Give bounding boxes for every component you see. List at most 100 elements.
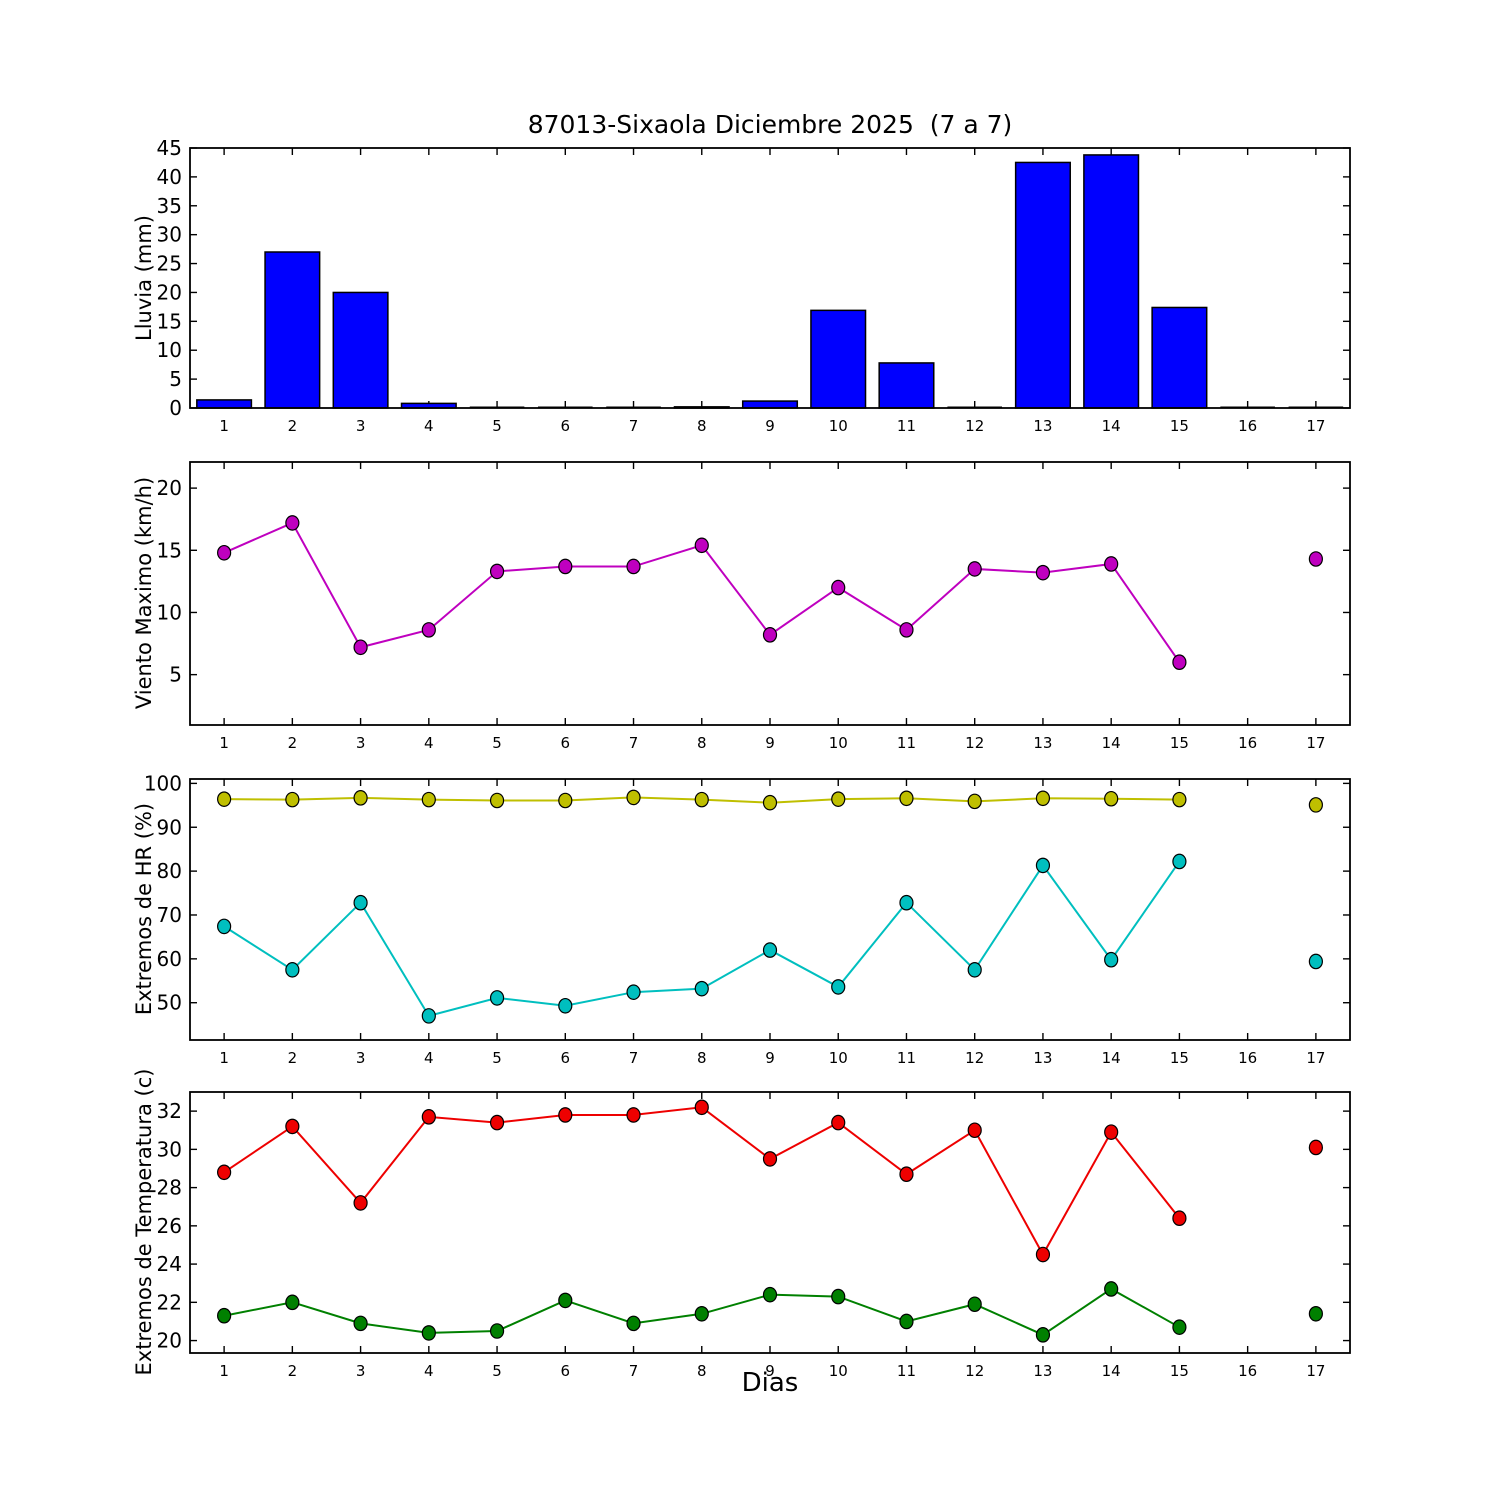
bar (1083, 154, 1140, 409)
temperatura-minima-marker (421, 1325, 436, 1341)
x-tick-label: 1 (219, 1362, 229, 1380)
x-tick-label: 10 (829, 1049, 848, 1067)
hr-minima-marker (831, 979, 846, 995)
viento-maximo-marker (285, 515, 300, 531)
x-tick-label: 1 (219, 734, 229, 752)
temperatura-maxima-marker (558, 1107, 573, 1123)
x-tick-label: 8 (697, 1362, 707, 1380)
x-tick-label: 9 (765, 417, 775, 435)
x-tick-label: 6 (561, 1362, 571, 1380)
x-tick-label: 7 (629, 1362, 639, 1380)
viento-maximo-marker (694, 537, 709, 554)
x-tick-label: 10 (829, 1362, 848, 1380)
hr-minima-marker (1172, 853, 1187, 870)
x-tick-label: 1 (219, 1049, 229, 1067)
temperatura-minima-marker (1172, 1319, 1187, 1335)
temperatura-minima-marker (558, 1292, 573, 1309)
temperatura-minima-marker (217, 1307, 232, 1324)
y-tick-label: 24 (157, 1252, 182, 1276)
hr-maxima-marker (285, 791, 300, 808)
temperatura-maxima-marker (1172, 1210, 1187, 1226)
y-tick-label: 90 (157, 815, 182, 839)
x-tick-label: 6 (561, 1049, 571, 1067)
hr-minima-marker (1308, 953, 1323, 970)
y-tick-label: 10 (157, 338, 182, 362)
x-tick-label: 11 (897, 1049, 916, 1067)
temperatura-maxima-marker (285, 1118, 300, 1135)
x-tick-label: 2 (288, 1049, 298, 1067)
y-tick-label: 5 (169, 367, 182, 391)
x-tick-label: 4 (424, 1362, 434, 1380)
bar (1014, 161, 1071, 409)
x-tick-label: 2 (288, 734, 298, 752)
y-tick-label: 60 (157, 947, 182, 971)
x-tick-label: 3 (356, 1362, 366, 1380)
x-tick-label: 4 (424, 734, 434, 752)
x-tick-label: 13 (1033, 1362, 1052, 1380)
hr-minima-marker (762, 942, 778, 958)
viento-maximo-marker (1172, 654, 1187, 671)
viento-maximo-marker (558, 558, 573, 575)
temperatura-maxima-line (223, 1106, 1181, 1257)
x-tick-label: 7 (629, 1049, 639, 1067)
panel-border (189, 147, 1351, 409)
y-tick-label: 5 (169, 663, 182, 687)
x-tick-label: 10 (829, 734, 848, 752)
y-tick-label: 32 (157, 1099, 182, 1123)
hr-maxima-marker (217, 791, 232, 807)
x-tick-label: 16 (1238, 1362, 1257, 1380)
hr-minima-marker (626, 984, 641, 1000)
viento-maximo-marker (1308, 551, 1323, 567)
x-tick-label: 9 (765, 1049, 775, 1067)
x-tick-label: 15 (1170, 1362, 1189, 1380)
temperatura-minima-marker (489, 1323, 505, 1339)
bar (1151, 306, 1208, 409)
hr-maxima-marker (489, 792, 505, 809)
hr-maxima-marker (1172, 791, 1187, 808)
panel-border (189, 778, 1351, 1041)
y-tick-label: 20 (157, 280, 182, 304)
bar (332, 291, 389, 409)
x-axis-label: Dias (741, 1368, 799, 1398)
x-tick-label: 7 (629, 734, 639, 752)
x-tick-label: 14 (1102, 734, 1121, 752)
x-tick-label: 2 (288, 417, 298, 435)
temperatura-minima-marker (285, 1294, 300, 1311)
y-tick-label: 10 (157, 600, 182, 624)
x-tick-label: 7 (629, 417, 639, 435)
y-tick-label: 70 (157, 903, 182, 927)
x-tick-label: 8 (697, 1049, 707, 1067)
temperatura-minima-marker (626, 1315, 641, 1332)
y-tick-label: 45 (157, 136, 182, 160)
x-tick-label: 12 (965, 1362, 984, 1380)
x-tick-label: 17 (1306, 734, 1325, 752)
x-tick-label: 11 (897, 417, 916, 435)
hr-minima-marker (353, 894, 368, 911)
hr-maxima-marker (899, 790, 914, 807)
x-tick-label: 3 (356, 417, 366, 435)
temperatura-maxima-marker (694, 1099, 709, 1116)
x-tick-label: 13 (1033, 1049, 1052, 1067)
x-tick-label: 6 (561, 417, 571, 435)
y-tick-label: 40 (157, 165, 182, 189)
x-tick-label: 11 (897, 734, 916, 752)
y-tick-label: 100 (144, 771, 182, 795)
temperatura-minima-marker (831, 1288, 846, 1305)
x-tick-label: 3 (356, 734, 366, 752)
viento-maximo-marker (1035, 564, 1051, 581)
temperatura-minima-marker (899, 1313, 914, 1330)
temperatura-maxima-marker (899, 1166, 914, 1183)
x-tick-label: 13 (1033, 417, 1052, 435)
temperatura-minima-marker (762, 1286, 778, 1303)
temperatura-maxima-marker (831, 1114, 846, 1131)
panel-border (189, 1091, 1351, 1354)
x-tick-label: 3 (356, 1049, 366, 1067)
temperatura-maxima-marker (626, 1107, 641, 1123)
y-tick-label: 0 (169, 396, 182, 420)
y-tick-label: 50 (157, 991, 182, 1015)
y-tick-label: 28 (157, 1176, 182, 1200)
hr-minima-marker (421, 1008, 436, 1024)
x-tick-label: 13 (1033, 734, 1052, 752)
hr-maxima-marker (762, 794, 778, 811)
x-tick-label: 10 (829, 417, 848, 435)
